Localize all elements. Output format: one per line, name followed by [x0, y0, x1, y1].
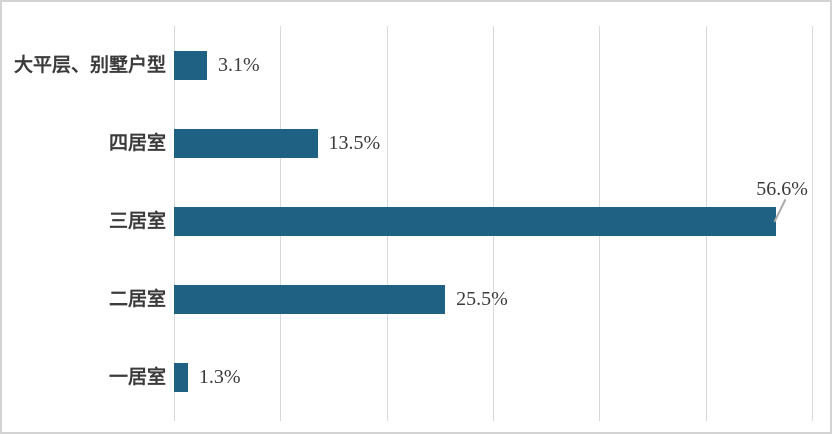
category-label: 四居室	[108, 132, 166, 154]
category-label: 大平层、别墅户型	[13, 54, 166, 76]
callout-value-label: 56.6%	[756, 177, 808, 200]
bar	[174, 284, 446, 314]
bar-row: 三居室56.6%	[109, 206, 812, 236]
category-label: 一居室	[108, 366, 166, 388]
bar	[174, 50, 207, 80]
gridline	[812, 26, 813, 421]
bar	[174, 362, 188, 392]
bar	[174, 206, 776, 236]
category-label: 三居室	[108, 210, 166, 232]
plot-area: 大平层、别墅户型3.1%四居室13.5%三居室56.6%二居室25.5%一居室1…	[14, 26, 813, 421]
value-label: 25.5%	[456, 287, 508, 310]
bar-rows: 大平层、别墅户型3.1%四居室13.5%三居室56.6%二居室25.5%一居室1…	[14, 26, 812, 421]
bar-row: 二居室 25.5%	[109, 284, 812, 314]
value-label: 13.5%	[328, 131, 381, 154]
bar-row: 四居室 13.5%	[109, 128, 812, 158]
bar	[174, 128, 318, 158]
value-label: 1.3%	[198, 365, 241, 388]
bar-row: 一居室 1.3%	[109, 362, 812, 392]
value-label: 3.1%	[217, 53, 260, 76]
bar-row: 大平层、别墅户型 3.1%	[14, 50, 812, 80]
category-label: 二居室	[108, 288, 166, 310]
